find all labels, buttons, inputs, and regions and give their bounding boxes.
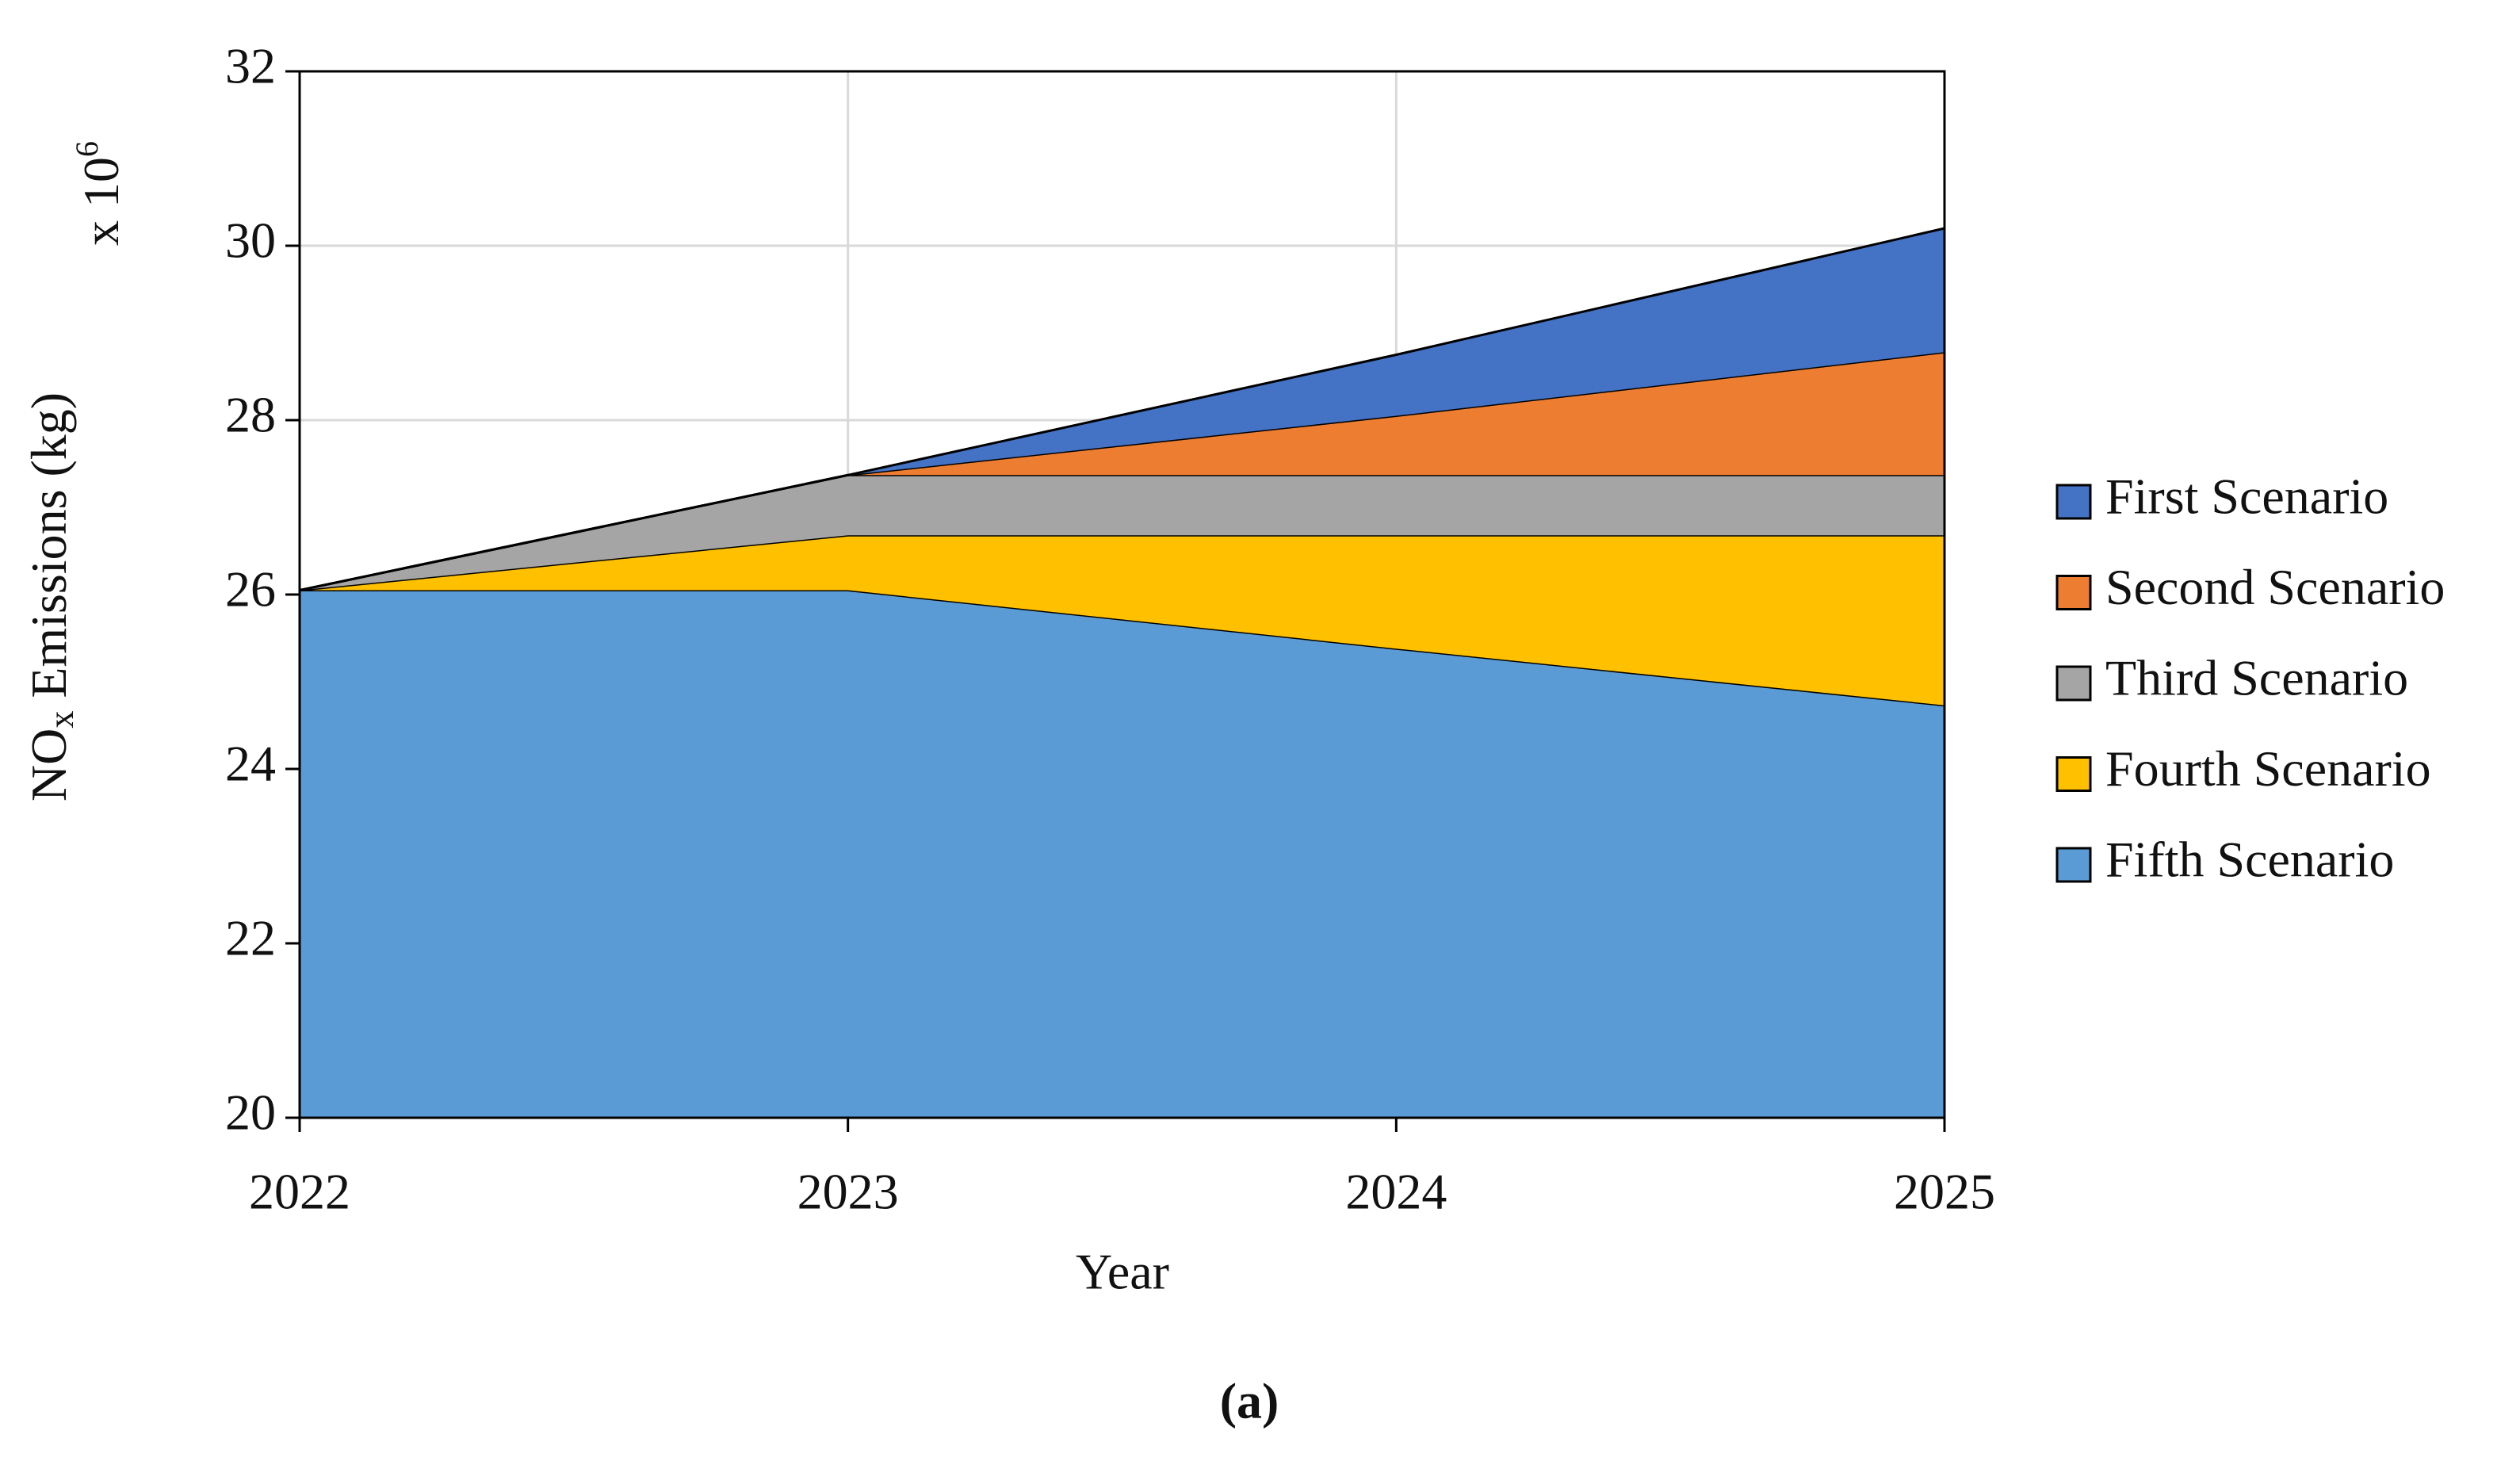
legend-swatch	[2055, 847, 2092, 883]
area	[300, 535, 1944, 706]
y-tick-label: 22	[225, 910, 276, 966]
multiplier-base: x 10	[73, 157, 129, 246]
area	[300, 590, 1944, 1118]
y-tick-label: 24	[225, 736, 276, 792]
x-tick-label: 2025	[1894, 1164, 1995, 1220]
legend-swatch	[2055, 665, 2092, 702]
x-axis-label: Year	[1076, 1244, 1169, 1300]
y-tick-label: 32	[225, 38, 276, 94]
legend-label: First Scenario	[2105, 469, 2388, 525]
multiplier-exp: 6	[69, 141, 105, 157]
legend-label: Fourth Scenario	[2105, 740, 2431, 797]
legend-swatch	[2055, 756, 2092, 792]
y-tick-label: 30	[225, 212, 276, 269]
y-label-main: NO	[21, 729, 77, 801]
y-tick-label: 20	[225, 1084, 276, 1141]
legend-label: Second Scenario	[2105, 559, 2445, 615]
legend-swatch	[2055, 484, 2092, 520]
area	[300, 475, 1944, 591]
area-edge	[299, 227, 1945, 591]
caption: (a)	[1220, 1373, 1279, 1429]
legend-label: Third Scenario	[2105, 650, 2408, 706]
multiplier: x 106	[69, 141, 129, 246]
y-axis-label: NOx Emissions (kg)	[21, 392, 81, 801]
x-tick-label: 2023	[797, 1164, 899, 1220]
y-tick-label: 28	[225, 387, 276, 443]
legend-swatch	[2055, 575, 2092, 610]
y-tick-label: 26	[225, 561, 276, 618]
area	[300, 352, 1944, 591]
y-label-sub: x	[42, 711, 81, 729]
legend-label: Fifth Scenario	[2105, 832, 2394, 888]
x-tick-label: 2022	[249, 1164, 350, 1220]
x-tick-label: 2024	[1345, 1164, 1447, 1220]
y-label-rest: Emissions (kg)	[21, 392, 77, 711]
